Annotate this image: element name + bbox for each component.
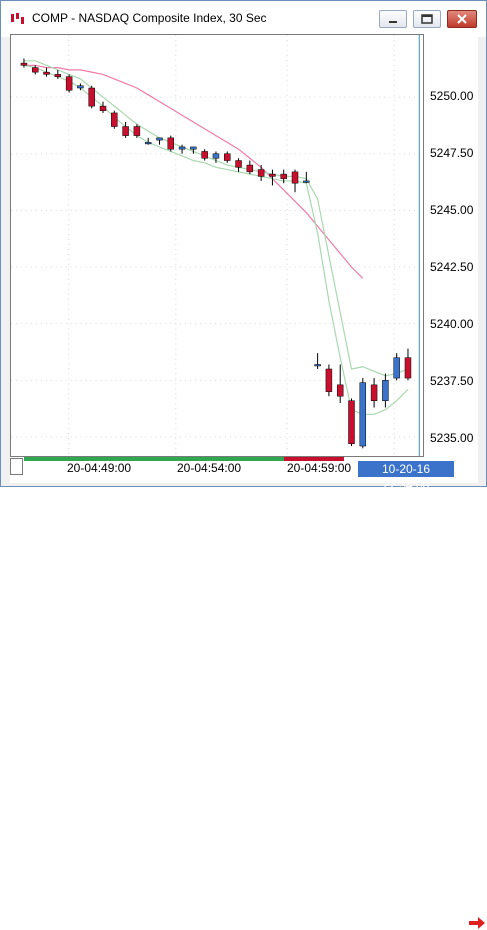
- candle-body: [54, 74, 62, 77]
- close-icon: [457, 14, 467, 24]
- candle-body: [382, 380, 389, 401]
- moving-average-line: [23, 64, 364, 279]
- candle-body: [167, 137, 175, 150]
- candle-body: [133, 126, 141, 136]
- price-label: 5250.00: [430, 89, 474, 104]
- candle-body: [224, 153, 231, 161]
- candle-body: [65, 76, 73, 91]
- candle-body: [291, 171, 299, 184]
- chart-app-icon: [11, 13, 24, 24]
- candle-body: [246, 164, 254, 173]
- title-bar: COMP - NASDAQ Composite Index, 30 Sec: [1, 1, 486, 37]
- candle-body: [88, 87, 95, 107]
- candle-body: [77, 85, 84, 89]
- candle-body: [336, 384, 344, 397]
- candle-body: [111, 112, 118, 127]
- candle-body: [212, 153, 220, 159]
- moving-average-line: [23, 64, 409, 415]
- candle-body: [156, 137, 163, 141]
- candle-body: [269, 173, 276, 177]
- window-title: COMP - NASDAQ Composite Index, 30 Sec: [32, 11, 267, 25]
- candle-body: [144, 142, 152, 145]
- candle-body: [359, 382, 367, 447]
- candle-body: [31, 67, 39, 73]
- candle-body: [99, 105, 107, 111]
- time-label: 20-04:49:00: [67, 461, 132, 475]
- scroll-box[interactable]: [10, 458, 23, 475]
- price-label: 5240.00: [430, 317, 474, 332]
- candle-body: [314, 364, 321, 367]
- maximize-button[interactable]: [413, 10, 441, 28]
- candle-body: [20, 62, 28, 66]
- cursor-time-label: 10-20-16 22:34:00: [358, 461, 454, 492]
- minimize-button[interactable]: [379, 10, 407, 28]
- candle-body: [190, 146, 197, 150]
- candle-body: [325, 368, 333, 392]
- maximize-icon: [421, 14, 433, 24]
- time-axis: 20-04:49:00 20-04:54:00 20-04:59:00 10-2…: [10, 457, 485, 929]
- candle-body: [257, 169, 265, 177]
- scroll-right-arrow-icon[interactable]: [468, 916, 486, 930]
- candle-body: [122, 126, 129, 136]
- price-label: 5245.00: [430, 203, 474, 218]
- price-label: 5235.00: [430, 430, 474, 445]
- candle-body: [235, 160, 242, 168]
- candle-body: [201, 151, 208, 159]
- candle-body: [348, 400, 355, 445]
- candle-body: [370, 384, 378, 401]
- price-label: 5242.50: [430, 260, 474, 275]
- moving-average-line: [23, 60, 409, 377]
- candle-body: [43, 71, 50, 75]
- candle-body: [178, 146, 186, 150]
- candle-body: [280, 173, 287, 179]
- time-label: 20-04:54:00: [177, 461, 242, 475]
- price-axis: 5250.00 5247.50 5245.00 5242.50 5240.00 5237.…: [424, 34, 478, 457]
- candle-body: [404, 357, 412, 379]
- time-label: 20-04:59:00: [287, 461, 352, 475]
- minimize-icon: [389, 21, 397, 23]
- time-scroll-bar[interactable]: [24, 457, 344, 463]
- close-button[interactable]: [447, 10, 477, 28]
- candle-body: [393, 357, 400, 379]
- candle-body: [303, 180, 310, 183]
- price-chart[interactable]: [10, 34, 424, 457]
- price-label: 5237.50: [430, 373, 474, 388]
- price-label: 5247.50: [430, 146, 474, 161]
